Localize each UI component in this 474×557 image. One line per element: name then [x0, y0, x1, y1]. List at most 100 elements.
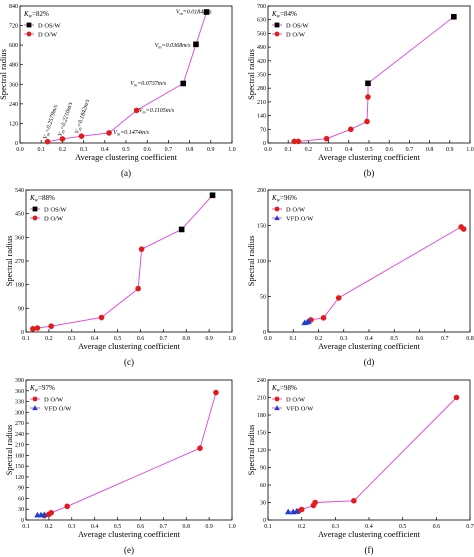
x-axis-label: Average clustering coefficient — [318, 152, 421, 162]
velocity-annotation: Vm=0.2210m/s — [58, 101, 75, 138]
y-tick-label: 120 — [257, 448, 266, 454]
legend-marker — [274, 206, 280, 212]
y-tick-label: 560 — [257, 31, 266, 37]
y-tick-label: 420 — [257, 59, 266, 65]
y-tick-label: 700 — [257, 4, 266, 10]
y-axis-label: Spectral radius — [246, 236, 256, 287]
series-line — [304, 226, 464, 324]
x-tick-label: 0.4 — [91, 524, 99, 530]
data-point — [364, 118, 370, 125]
y-tick-label: 30 — [260, 501, 266, 507]
velocity-annotation: Vm=0.1474m/s — [113, 129, 149, 137]
y-tick-label: 180 — [257, 413, 266, 419]
x-tick-label: 0.0 — [264, 336, 272, 342]
data-point — [335, 295, 342, 301]
y-tick-label: 450 — [15, 212, 24, 218]
x-tick-label: 0.8 — [182, 336, 190, 342]
x-tick-label: 0.6 — [137, 524, 145, 530]
x-tick-label: 0.6 — [385, 147, 393, 153]
x-tick-label: 1.0 — [228, 147, 236, 153]
x-tick-label: 0.7 — [165, 147, 173, 153]
data-point — [351, 497, 357, 504]
legend-entry: D O/W — [38, 31, 58, 38]
data-point — [78, 133, 85, 139]
y-tick-label: 840 — [9, 4, 18, 10]
velocity-annotation: Vm=0.0368m/s — [155, 43, 191, 50]
panel-label: (f) — [365, 545, 374, 555]
y-tick-label: 330 — [15, 400, 24, 406]
x-tick-label: 0.5 — [365, 147, 373, 153]
y-tick-label: 360 — [9, 82, 18, 88]
data-point — [44, 138, 51, 145]
x-tick-label: 1.0 — [466, 147, 474, 153]
y-axis-label: Spectral radius — [246, 425, 256, 476]
x-tick-label: 0.2 — [315, 336, 323, 342]
panel-label: (e) — [124, 545, 134, 555]
legend-marker — [32, 396, 38, 402]
x-tick-label: 0.9 — [205, 336, 213, 342]
x-tick-label: 0.7 — [441, 336, 449, 342]
series-line — [47, 11, 208, 143]
x-tick-label: 0.6 — [416, 336, 424, 342]
x-axis-label: Average clustering coefficient — [318, 529, 421, 539]
panel-b: 0.0 0.1 0.2 0.3 0.4 0.5 0.6 0.7 0.8 0.9 1.0 0 70 140 2… — [246, 4, 474, 178]
x-tick-label: 0.5 — [122, 147, 130, 153]
y-tick-label: 90 — [260, 466, 266, 472]
x-tick-label: 0.4 — [365, 336, 373, 342]
x-tick-label: 0.2 — [305, 147, 313, 153]
plot-frame — [25, 379, 233, 521]
data-point — [197, 445, 203, 452]
x-tick-label: 1.0 — [228, 524, 236, 530]
y-tick-label: 120 — [9, 121, 18, 127]
kw-label: Kw=97% — [29, 384, 55, 394]
panel-label: (c) — [124, 357, 134, 367]
y-tick-label: 240 — [257, 378, 266, 384]
y-tick-label: 180 — [15, 453, 24, 459]
y-tick-label: 140 — [257, 114, 266, 120]
x-tick-label: 0.1 — [37, 147, 45, 153]
y-tick-label: 50 — [260, 295, 266, 301]
data-point — [59, 136, 66, 142]
legend-entry: D O/W — [286, 31, 306, 38]
data-point — [312, 499, 318, 506]
y-tick-label: 0 — [21, 330, 24, 336]
y-tick-label: 60 — [18, 496, 24, 502]
legend-marker — [26, 22, 32, 28]
data-point — [320, 315, 327, 321]
x-tick-label: 0.7 — [160, 336, 168, 342]
x-tick-label: 0.6 — [433, 524, 441, 530]
data-point — [180, 80, 187, 87]
data-point — [133, 107, 140, 114]
x-tick-label: 0.9 — [205, 524, 213, 530]
y-tick-label: 200 — [257, 188, 266, 194]
data-point — [348, 126, 354, 133]
x-tick-label: 0.0 — [264, 147, 272, 153]
x-tick-label: 1.0 — [228, 336, 236, 342]
legend-marker — [274, 405, 280, 411]
x-tick-label: 0.6 — [137, 336, 145, 342]
data-point — [323, 135, 330, 142]
x-tick-label: 0.3 — [68, 336, 76, 342]
x-axis-label: Average clustering coefficient — [318, 341, 421, 351]
y-tick-label: 0 — [15, 141, 18, 147]
data-point — [305, 318, 312, 324]
data-point — [98, 314, 105, 321]
x-tick-label: 0.5 — [391, 336, 399, 342]
data-point — [64, 503, 70, 510]
data-point — [365, 80, 371, 87]
x-tick-label: 0.8 — [186, 147, 194, 153]
data-point — [48, 510, 54, 516]
y-tick-label: 0 — [263, 518, 266, 524]
panel-e: 0.1 0.2 0.3 0.4 0.5 0.6 0.7 0.8 0.9 1.0 0 30 60 90 120… — [4, 378, 236, 555]
legend-entry: D O/W — [286, 206, 306, 213]
legend-marker — [32, 206, 38, 212]
y-tick-label: 240 — [15, 432, 24, 438]
data-point — [298, 506, 305, 513]
y-tick-label: 360 — [15, 235, 24, 241]
kw-label: Kw=84% — [271, 10, 297, 20]
y-tick-label: 0 — [263, 141, 266, 147]
data-point — [365, 94, 371, 100]
y-axis-label: Spectral radius — [246, 49, 256, 100]
y-tick-label: 90 — [18, 306, 24, 312]
data-point — [34, 325, 41, 331]
